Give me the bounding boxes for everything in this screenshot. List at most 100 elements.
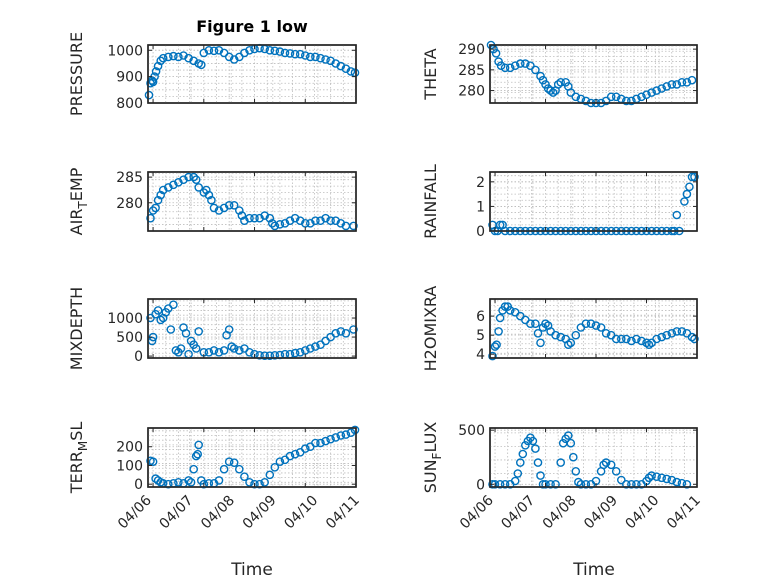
- data-point: [662, 474, 672, 484]
- data-point: [194, 183, 203, 192]
- y-tick-label: 500: [116, 330, 143, 346]
- data-point: [193, 449, 202, 459]
- y-axis-label: AIRTEMP: [67, 167, 90, 235]
- data-point: [622, 334, 631, 344]
- data-point: [606, 460, 616, 470]
- data-point: [156, 315, 165, 325]
- data-point: [191, 451, 201, 461]
- data-point: [285, 49, 295, 58]
- axes-frame: [489, 171, 698, 232]
- data-point: [541, 479, 550, 489]
- x-tick-label: 04/11: [664, 493, 704, 533]
- data-point: [510, 476, 520, 486]
- data-point: [531, 319, 540, 329]
- data-point: [265, 470, 275, 480]
- data-point: [250, 479, 259, 489]
- data-point: [652, 334, 661, 344]
- data-point: [171, 346, 181, 355]
- data-point: [492, 340, 501, 350]
- data-point: [521, 440, 530, 450]
- x-tick-label: 04/09: [581, 493, 621, 533]
- data-point: [331, 216, 341, 225]
- y-axis-label: SUNFLUX: [421, 422, 444, 494]
- x-tick-label: 04/11: [323, 493, 363, 533]
- data-point: [214, 476, 224, 485]
- data-point: [606, 92, 616, 102]
- data-point: [346, 67, 356, 76]
- data-point: [151, 203, 160, 213]
- data-point: [295, 216, 305, 225]
- data-point: [505, 63, 515, 73]
- data-point: [295, 347, 305, 357]
- data-point: [201, 185, 211, 195]
- data-point: [209, 346, 219, 355]
- x-tick-label: 04/06: [457, 492, 497, 532]
- data-point: [632, 334, 641, 344]
- x-tick-label: 04/10: [623, 493, 663, 533]
- data-point: [199, 188, 209, 197]
- data-point: [341, 430, 351, 439]
- data-point: [189, 464, 198, 474]
- data-point: [214, 46, 224, 55]
- axes-border: [489, 171, 698, 232]
- data-point: [326, 434, 335, 444]
- data-point: [285, 451, 295, 461]
- data-point: [601, 96, 611, 106]
- x-tick-label: 04/07: [498, 493, 538, 533]
- data-point: [285, 216, 295, 225]
- data-point: [546, 479, 555, 489]
- data-point: [234, 206, 244, 215]
- data-point: [240, 216, 249, 225]
- data-point: [290, 449, 300, 459]
- data-point: [316, 216, 325, 225]
- data-point: [581, 319, 591, 329]
- x-tick-label: 04/08: [540, 493, 580, 533]
- data-point: [166, 325, 176, 334]
- data-point: [265, 351, 275, 361]
- data-point: [300, 444, 310, 453]
- data-point: [186, 477, 196, 487]
- data-point: [336, 431, 346, 440]
- axes-border: [147, 427, 357, 488]
- data-point: [533, 328, 543, 338]
- data-point: [305, 344, 315, 353]
- data-point: [229, 55, 239, 64]
- data-point: [191, 175, 201, 184]
- data-point: [491, 49, 501, 58]
- data-point: [163, 479, 173, 489]
- data-point: [156, 56, 165, 66]
- y-tick-label: 285: [458, 63, 485, 79]
- y-tick-label: 285: [116, 170, 143, 186]
- data-point: [204, 190, 214, 200]
- figure-title: Figure 1 low: [196, 17, 308, 36]
- data-point: [158, 53, 168, 63]
- data-point: [601, 458, 611, 467]
- data-point: [209, 203, 219, 213]
- y-axis-label: H2OMIXRA: [421, 286, 440, 372]
- data-point: [184, 476, 193, 485]
- x-axis-label-right: Time: [572, 560, 615, 580]
- subplot-h2omixra: 4 5 6 H2OMIXRA: [421, 286, 699, 372]
- data-point: [682, 189, 692, 199]
- data-point: [204, 46, 214, 55]
- y-tick-label: 500: [458, 423, 485, 439]
- y-tick-label: 1000: [107, 311, 143, 327]
- data-point: [214, 347, 224, 357]
- data-point: [270, 350, 280, 360]
- data-point: [687, 75, 697, 85]
- data-point: [169, 180, 178, 190]
- y-tick-label: 1: [476, 199, 485, 215]
- y-axis-label: MIXDEPTH: [67, 287, 86, 370]
- y-tick-label: 800: [116, 96, 143, 112]
- data-point: [490, 342, 500, 351]
- data-point: [245, 213, 254, 223]
- data-point: [255, 350, 264, 360]
- data-point: [495, 220, 505, 230]
- data-point: [331, 433, 341, 442]
- data-point: [224, 325, 234, 334]
- data-point: [196, 60, 206, 70]
- data-point: [571, 92, 581, 102]
- x-axis-label-left: Time: [230, 560, 273, 580]
- y-tick-label: 280: [116, 196, 143, 212]
